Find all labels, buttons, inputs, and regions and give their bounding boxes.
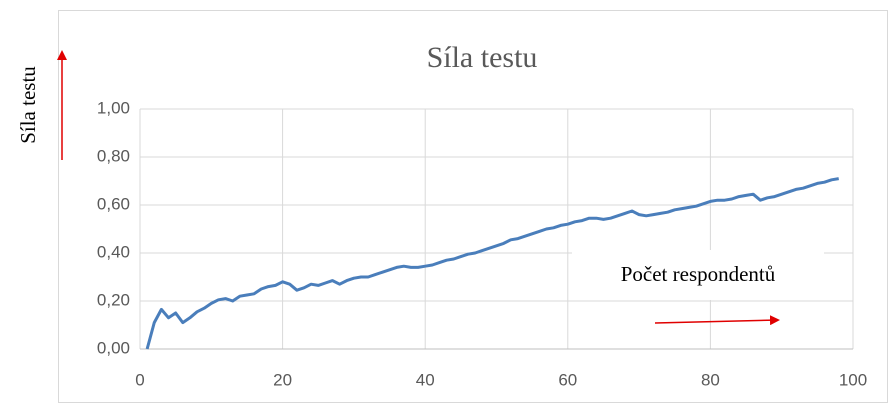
annotation: Počet respondentů <box>621 262 776 286</box>
x-tick-label: 0 <box>135 370 144 389</box>
y-tick-label: 1,00 <box>97 98 130 117</box>
y-tick-label: 0,20 <box>97 290 130 309</box>
chart-title: Síla testu <box>427 41 538 74</box>
y-tick-label: 0,60 <box>97 194 130 213</box>
y-tick-label: 0,80 <box>97 146 130 165</box>
annotation-box <box>572 250 824 300</box>
y-axis-label: Síla testu <box>16 66 40 144</box>
y-tick-label: 0,40 <box>97 242 130 261</box>
line-series <box>145 177 839 350</box>
x-tick-label: 20 <box>273 370 292 389</box>
x-tick-label: 40 <box>416 370 435 389</box>
arrow <box>654 315 780 326</box>
x-tick-label: 100 <box>839 370 867 389</box>
x-tick-label: 80 <box>701 370 720 389</box>
x-tick-label: 60 <box>558 370 577 389</box>
chart-frame <box>58 10 888 403</box>
plot-area: 0,00 0,20 0,40 0,60 0,80 1,00 0 20 40 60 80 100 <box>97 98 867 389</box>
y-tick-label: 0,00 <box>97 338 130 357</box>
